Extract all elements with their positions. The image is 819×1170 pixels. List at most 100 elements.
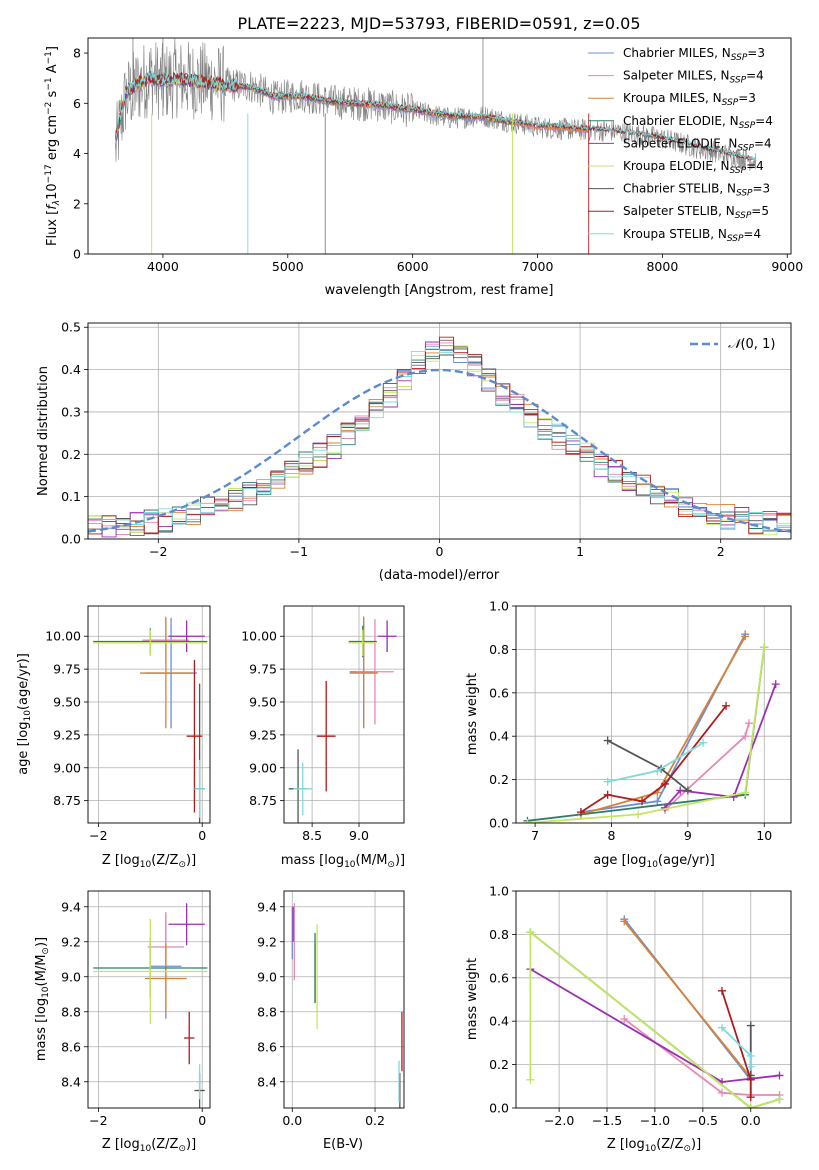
x-tick-label: 0.0 — [282, 1113, 302, 1128]
x-tick-label: −1.5 — [592, 1113, 622, 1128]
legend-entry: Chabrier MILES, NSSP=3 — [623, 46, 765, 63]
weight-marker — [718, 1088, 727, 1097]
x-axis-label-part: 10 — [646, 860, 658, 870]
legend-entry-part: SSP — [727, 234, 744, 244]
x-axis-label: mass [log10(M/M⊙)] — [281, 853, 405, 870]
x-axis-label: age [log10(age/yr)] — [593, 853, 715, 870]
weight-line — [623, 1018, 780, 1096]
legend-entry: Kroupa ELODIE, NSSP=4 — [623, 159, 764, 176]
plot-weight-vs-Z: −2.0 −1.5 −1.0 −0.5 0.0 0.0 0.2 0.4 0.6 0.8 1.0 Z [… — [465, 884, 792, 1154]
legend-entry-part: SSP — [731, 53, 748, 63]
y-tick-label: 8.4 — [257, 1074, 277, 1089]
x-axis-label-part: 10 — [140, 860, 152, 870]
x-tick-label: 0 — [436, 544, 444, 559]
weight-marker — [603, 777, 612, 786]
x-tick-label: 10 — [756, 828, 772, 843]
plot-area — [88, 606, 210, 823]
y-axis-label-part: 10 — [23, 710, 33, 722]
legend-entry: Salpeter STELIB, NSSP=5 — [623, 204, 769, 221]
x-axis-label: Z [log10(Z/Z⊙)] — [102, 853, 196, 870]
x-axis-label: Z [log10(Z/Z⊙)] — [102, 1137, 196, 1154]
y-tick-label: 9.2 — [61, 934, 81, 949]
y-tick-label: 9.25 — [53, 727, 81, 742]
axes-frame — [87, 322, 792, 540]
x-tick-label: −2.0 — [544, 1113, 574, 1128]
y-axis-label: Normed distribution — [36, 366, 51, 496]
legend-entry: Kroupa MILES, NSSP=3 — [623, 91, 756, 108]
x-axis-label-part: ⊙ — [683, 1144, 691, 1154]
weight-marker — [744, 719, 753, 728]
y-axis-label-part: −1 — [44, 51, 54, 64]
y-tick-label: 8.8 — [257, 1004, 277, 1019]
x-axis-label: Z [log10(Z/Z⊙)] — [607, 1137, 701, 1154]
x-axis-label-part: mass [log — [281, 853, 344, 868]
y-tick-label: 9.75 — [249, 662, 277, 677]
figure-title: PLATE=2223, MJD=53793, FIBERID=0591, z=0… — [237, 14, 640, 33]
y-tick-label: 9.75 — [53, 662, 81, 677]
plot-area — [284, 891, 404, 1108]
y-axis-label-part: )] — [34, 937, 49, 947]
x-tick-label: 7 — [531, 828, 539, 843]
residual-histogram — [88, 347, 791, 539]
y-tick-label: 9.00 — [249, 760, 277, 775]
legend-entry-part: SSP — [735, 211, 752, 221]
y-tick-label: 0.8 — [489, 927, 509, 942]
legend-entry-part: Chabrier ELODIE, N — [623, 114, 739, 128]
weight-marker — [741, 732, 750, 741]
weight-marker — [746, 1093, 755, 1102]
weight-marker — [526, 1075, 535, 1084]
y-axis-label: mass weight — [465, 958, 480, 1040]
y-axis-label-part: A — [45, 64, 60, 77]
y-tick-label: 0.4 — [489, 1014, 509, 1029]
plot-area — [88, 891, 210, 1108]
weight-marker — [660, 779, 669, 788]
x-tick-label: −2 — [89, 1113, 107, 1128]
y-axis-label: mass weight — [465, 673, 480, 755]
y-tick-label: 8.6 — [257, 1039, 277, 1054]
axes-frame — [515, 890, 792, 1109]
legend-entry-part: =5 — [751, 204, 769, 218]
y-tick-label: 9.0 — [61, 969, 81, 984]
weight-line — [623, 920, 752, 1079]
weight-marker — [746, 1062, 755, 1071]
weight-line — [527, 647, 766, 822]
y-tick-label: 0.0 — [489, 1101, 509, 1116]
y-axis-label-part: 10 — [41, 986, 51, 998]
legend-entry-part: =4 — [755, 114, 773, 128]
weight-marker — [653, 797, 662, 806]
x-tick-label: 4000 — [147, 259, 179, 274]
y-tick-label: 10.00 — [45, 629, 81, 644]
weight-marker — [746, 1021, 755, 1030]
model-spectrum — [115, 71, 757, 162]
y-tick-label: 9.25 — [249, 727, 277, 742]
y-tick-label: 0.5 — [61, 320, 81, 335]
plot-residuals: −2 −1 0 1 2 0.0 0.1 0.2 0.3 0.4 0.5 𝒩(0, 1) (data-mo… — [36, 320, 792, 583]
plot-area — [516, 606, 791, 823]
axes-frame — [283, 890, 405, 1109]
x-tick-label: −2 — [149, 544, 167, 559]
legend-entry: Chabrier ELODIE, NSSP=4 — [623, 114, 773, 131]
weight-marker — [760, 643, 769, 652]
axes-frame — [283, 605, 405, 824]
x-tick-label: −0.5 — [688, 1113, 718, 1128]
x-tick-label: 5000 — [272, 259, 304, 274]
legend-entry: Salpeter ELODIE, NSSP=4 — [623, 136, 772, 153]
y-tick-label: 0.4 — [61, 362, 81, 377]
legend-entry-part: =4 — [746, 69, 764, 83]
x-tick-label: 6000 — [397, 259, 429, 274]
weight-marker — [699, 738, 708, 747]
weight-marker — [620, 1015, 629, 1024]
y-tick-label: 9.50 — [249, 695, 277, 710]
y-tick-label: 6 — [73, 96, 81, 111]
y-axis-label-part: Flux [ — [45, 210, 60, 246]
y-tick-label: 0.8 — [489, 642, 509, 657]
y-tick-label: 9.00 — [53, 760, 81, 775]
weight-marker — [620, 917, 629, 926]
weight-marker — [638, 797, 647, 806]
x-tick-label: 0.2 — [365, 1113, 385, 1128]
legend-entry-part: SSP — [737, 143, 754, 153]
plot-mass-vs-EBV: 0.0 0.2 8.4 8.6 8.8 9.0 9.2 9.4 E(B-V) — [257, 890, 405, 1152]
y-tick-label: 0.0 — [489, 816, 509, 831]
weight-marker — [634, 810, 643, 819]
